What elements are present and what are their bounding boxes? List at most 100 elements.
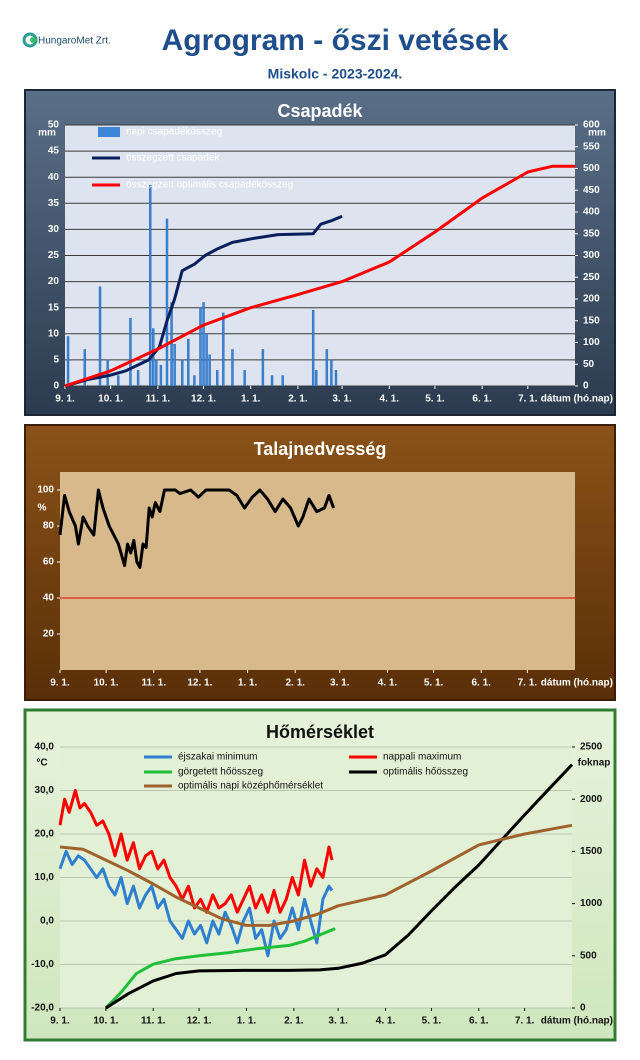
legend-label: görgetett hőösszeg [178,767,263,778]
y2-tick-label: 350 [583,228,600,239]
x-tick-label: 4. 1. [376,1016,396,1027]
y-tick-label: 25 [48,250,60,261]
x-tick-label: 1. 1. [241,394,261,405]
legend-label: éjszakai minimum [178,752,257,763]
x-tick-label: 11. 1. [142,678,167,689]
bar [165,218,169,387]
logo-text: HungaroMet Zrt. [38,36,111,47]
x-tick-label: 1. 1. [237,1016,257,1027]
y2-tick-label: 150 [583,315,600,326]
legend-label: napi csapadékösszeg [126,127,222,138]
y2-tick-label: 0 [580,1003,586,1014]
page-title: Agrogram - őszi vetések [162,24,509,57]
x-tick-label: 9. 1. [55,394,75,405]
y-tick-label: 30,0 [35,785,55,796]
x-tick-label: 11. 1. [141,1016,166,1027]
y-tick-label: 20 [43,629,55,640]
y2-unit: mm [588,128,606,139]
x-tick-label: 7. 1. [518,394,538,405]
x-tick-label: 5. 1. [424,678,444,689]
bar [187,338,190,387]
bar [83,349,86,387]
bar [205,333,208,387]
x-tick-label: 6. 1. [471,678,491,689]
bar [149,184,152,387]
x-tick-label: 2. 1. [288,394,308,405]
line [58,488,336,569]
y2-tick-label: 0 [583,381,589,392]
bar [261,349,265,387]
line [58,849,334,958]
x-tick-label: 10. 1. [94,678,119,689]
y-tick-label: 0,0 [40,916,54,927]
bar [159,364,163,387]
x-tick-label: 9. 1. [50,678,70,689]
x-tick-label: 6. 1. [472,394,492,405]
y2-unit: foknap [578,758,611,769]
bar [208,354,211,387]
x-tick-label: 1. 1. [238,678,258,689]
y2-tick-label: 500 [583,163,600,174]
y-unit: mm [38,128,56,139]
x-tick-label: 7. 1. [515,1016,535,1027]
bar [216,370,219,387]
y-tick-label: -10,0 [31,959,54,970]
line [64,164,575,388]
y2-tick-label: 2500 [580,742,603,753]
x-tick-label: 10. 1. [93,1016,118,1027]
y-tick-label: 50 [48,120,60,131]
bar [222,312,225,387]
x-axis-label: dátum (hó.nap) [541,394,613,405]
y2-tick-label: 500 [580,950,597,961]
y2-tick-label: 250 [583,272,600,283]
y2-tick-label: 2000 [580,794,603,805]
bar [155,359,158,387]
x-axis-label: dátum (hó.nap) [541,1016,613,1027]
bar [231,349,234,387]
x-tick-label: 4. 1. [380,394,400,405]
y2-tick-label: 300 [583,250,600,261]
bar [314,370,318,387]
x-tick-label: 2. 1. [284,1016,304,1027]
bar [117,375,120,387]
bar [270,375,274,387]
y-tick-label: 5 [53,355,59,366]
x-tick-label: 6. 1. [469,1016,489,1027]
x-tick-label: 11. 1. [146,394,171,405]
y2-tick-label: 450 [583,185,600,196]
x-tick-label: 9. 1. [50,1016,70,1027]
x-tick-label: 3. 1. [328,1016,348,1027]
y2-tick-label: 200 [583,294,600,305]
y2-tick-label: 600 [583,120,600,131]
y-tick-label: 100 [37,485,54,496]
y-tick-label: 10,0 [35,872,55,883]
y2-tick-label: 1000 [580,898,603,909]
x-tick-label: 5. 1. [422,1016,442,1027]
bar [243,370,246,387]
legend-label: optimális napi középhőmérséklet [178,781,323,792]
bar [202,302,205,387]
line [58,789,334,914]
y2-tick-label: 50 [583,359,595,370]
legend-label: összegzett optimális csapadékösszeg [126,180,293,191]
x-tick-label: 12. 1. [187,1016,212,1027]
y-tick-label: -20,0 [31,1003,54,1014]
y-tick-label: 40 [48,172,60,183]
bar [129,317,132,387]
bar [330,359,333,387]
line [64,214,343,388]
x-axis-label: dátum (hó.nap) [541,678,613,689]
logo: HungaroMet Zrt. [22,32,111,48]
chart-title: Talajnedvesség [254,439,387,459]
y-tick-label: 10 [48,328,60,339]
x-tick-label: 12. 1. [191,394,216,405]
y-tick-label: 45 [48,146,60,157]
x-tick-label: 5. 1. [425,394,445,405]
y2-tick-label: 1500 [580,846,603,857]
chart-title: Hőmérséklet [266,722,374,742]
bar [98,286,102,387]
x-tick-label: 10. 1. [98,394,123,405]
y-tick-label: 40,0 [35,742,55,753]
page-subtitle: Miskolc - 2023-2024. [268,66,403,82]
